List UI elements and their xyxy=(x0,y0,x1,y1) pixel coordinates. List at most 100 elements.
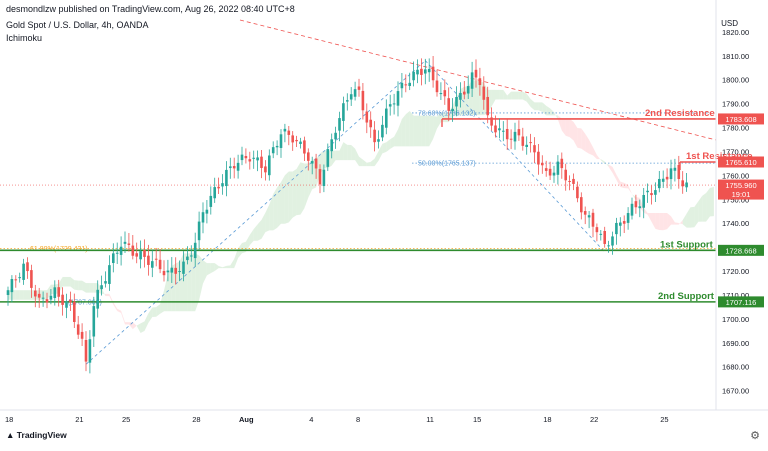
candle xyxy=(677,155,681,189)
cloud-segment xyxy=(199,255,203,301)
candle xyxy=(404,74,408,93)
candle xyxy=(346,93,349,111)
candle xyxy=(193,232,197,267)
candle-body xyxy=(373,129,376,143)
cloud-segment xyxy=(292,168,297,218)
candle-body xyxy=(552,172,556,176)
candle-body xyxy=(76,324,80,335)
candle-body xyxy=(505,128,509,140)
candle-body xyxy=(92,306,96,337)
cloud-segment xyxy=(398,119,402,147)
candle xyxy=(451,98,454,122)
candle-body xyxy=(108,265,111,284)
candle-body xyxy=(260,156,263,168)
candle-body xyxy=(264,166,267,173)
candle-body xyxy=(240,154,244,161)
candle-body xyxy=(213,187,216,199)
level-badge-text: 1765.610 xyxy=(725,158,756,167)
candle xyxy=(307,148,310,171)
candle xyxy=(100,275,103,296)
cloud-segment xyxy=(429,115,434,147)
cloud-segment xyxy=(628,184,632,195)
candle-body xyxy=(416,69,419,75)
candle xyxy=(279,129,283,158)
cloud-segment xyxy=(596,154,601,161)
candle xyxy=(73,293,76,329)
y-tick-label: 1770.00 xyxy=(722,147,749,156)
x-tick-label: 25 xyxy=(660,415,668,424)
candle-body xyxy=(420,68,423,75)
gear-icon[interactable]: ⚙ xyxy=(750,430,760,442)
cloud-segment xyxy=(171,263,176,312)
candle xyxy=(580,192,583,220)
candle xyxy=(533,137,536,164)
candle xyxy=(591,208,595,238)
candle-body xyxy=(182,261,185,274)
candle xyxy=(127,233,131,252)
candle xyxy=(69,291,72,311)
candle-body xyxy=(217,186,220,189)
cloud-segment xyxy=(121,310,125,325)
x-tick-label: 4 xyxy=(309,415,313,424)
candle-body xyxy=(638,206,642,209)
candle-body xyxy=(14,279,18,281)
cloud-segment xyxy=(269,193,274,231)
candle xyxy=(314,153,318,179)
cloud-segment xyxy=(417,115,422,147)
cloud-segment xyxy=(245,234,250,253)
symbol-title: Gold Spot / U.S. Dollar, 4h, OANDA xyxy=(6,20,149,30)
candle xyxy=(556,155,560,185)
candle-body xyxy=(338,118,341,131)
cloud-segment xyxy=(542,102,547,116)
candle xyxy=(303,136,306,162)
candle-body xyxy=(381,124,384,138)
candle-body xyxy=(357,86,361,90)
candle xyxy=(232,157,236,179)
candle xyxy=(154,247,158,267)
candle-body xyxy=(591,212,595,227)
candle xyxy=(84,331,88,372)
candle xyxy=(642,187,645,219)
candle xyxy=(459,82,462,108)
level-badge xyxy=(718,244,764,256)
candle xyxy=(264,160,267,181)
candle-body xyxy=(45,299,49,303)
cloud-segment xyxy=(167,265,172,312)
candle-body xyxy=(209,195,213,207)
currency-label: USD xyxy=(721,19,738,28)
candle xyxy=(225,161,228,197)
candle xyxy=(229,157,232,179)
cloud-segment xyxy=(304,163,309,209)
candle xyxy=(482,76,486,110)
candle xyxy=(41,291,45,307)
tradingview-logo-icon: ▲ xyxy=(6,430,15,440)
cloud-segment xyxy=(351,144,356,161)
cloud-segment xyxy=(249,229,254,246)
candle xyxy=(205,200,209,224)
cloud-segment xyxy=(565,118,570,138)
candle xyxy=(490,107,493,131)
fib-level-label: 50.00%(1765.137) xyxy=(418,161,476,168)
cloud-segment xyxy=(694,201,699,228)
candle xyxy=(650,185,653,205)
candle-body xyxy=(658,178,661,189)
x-tick-label: 22 xyxy=(590,415,598,424)
candle-body xyxy=(681,180,684,187)
candle-body xyxy=(408,82,411,86)
y-tick-label: 1720.00 xyxy=(722,267,749,276)
cloud-segment xyxy=(425,115,430,147)
candle-body xyxy=(482,86,486,100)
cloud-segment xyxy=(390,136,395,149)
candle-body xyxy=(299,141,302,144)
candle xyxy=(260,150,263,179)
candle-body xyxy=(139,251,142,260)
fib-line-down xyxy=(425,60,605,253)
candle-body xyxy=(673,167,677,171)
cloud-segment xyxy=(569,118,574,141)
candle xyxy=(115,242,119,264)
candle xyxy=(162,260,166,282)
candle xyxy=(166,259,170,282)
candle xyxy=(170,257,174,284)
